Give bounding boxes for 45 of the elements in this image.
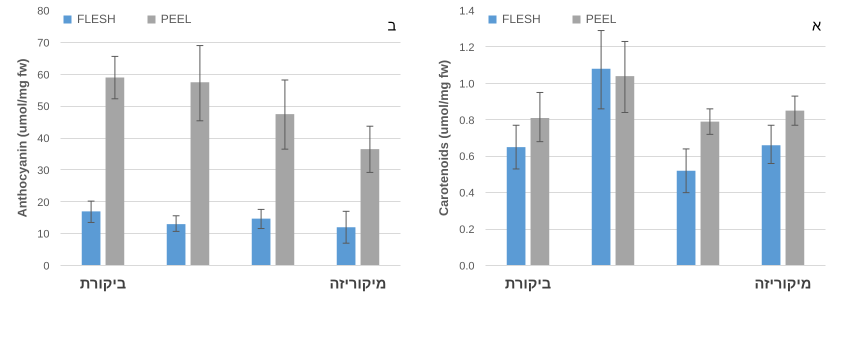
bar [762, 145, 780, 266]
y-tick-label: 20 [37, 196, 50, 209]
bar [82, 211, 100, 266]
x-tick-label: ביקורת [80, 276, 126, 292]
y-tick-label: 1.4 [459, 6, 475, 18]
x-tick-label: מיקוריזה [754, 276, 812, 292]
bar [616, 76, 634, 266]
y-tick-label: 0.0 [459, 260, 475, 272]
bar [166, 224, 186, 266]
y-tick-label: 50 [37, 101, 50, 114]
bar [190, 82, 210, 266]
annotation: ב [387, 18, 396, 34]
y-tick-label: 0.2 [459, 224, 475, 236]
y-tick-label: 70 [37, 37, 50, 50]
x-tick-label: ביקורת [504, 276, 552, 292]
y-tick-label: 80 [37, 6, 50, 18]
bar [252, 218, 270, 266]
bar [700, 122, 720, 266]
bar [276, 114, 294, 266]
bar [592, 68, 610, 266]
y-tick-label: 0.4 [459, 188, 475, 200]
y-tick-label: 40 [37, 133, 50, 145]
y-axis-title: Carotenoids (umol/mg fw) [437, 60, 452, 216]
y-tick-label: 1.0 [459, 78, 475, 90]
bar [530, 118, 550, 266]
bar [676, 170, 696, 266]
y-axis-title: Anthocyanin (umol/mg fw) [15, 58, 30, 218]
y-tick-label: 60 [37, 69, 50, 82]
bar [360, 149, 380, 266]
bar [786, 110, 804, 266]
bar [106, 77, 124, 266]
y-tick-label: 30 [37, 164, 50, 177]
y-tick-label: 1.2 [459, 42, 475, 54]
legend-label: FLESH [502, 12, 541, 26]
y-tick-label: 0 [43, 260, 50, 272]
y-tick-label: 0.8 [459, 114, 475, 127]
y-tick-label: 10 [37, 228, 50, 241]
legend-label: PEEL [586, 12, 616, 26]
bar [336, 227, 356, 266]
legend-label: FLESH [77, 12, 116, 26]
legend-label: PEEL [160, 12, 192, 26]
y-tick-label: 0.6 [459, 151, 475, 164]
annotation: א [812, 18, 822, 34]
bar [506, 147, 526, 266]
x-tick-label: מיקוריזה [330, 276, 386, 292]
